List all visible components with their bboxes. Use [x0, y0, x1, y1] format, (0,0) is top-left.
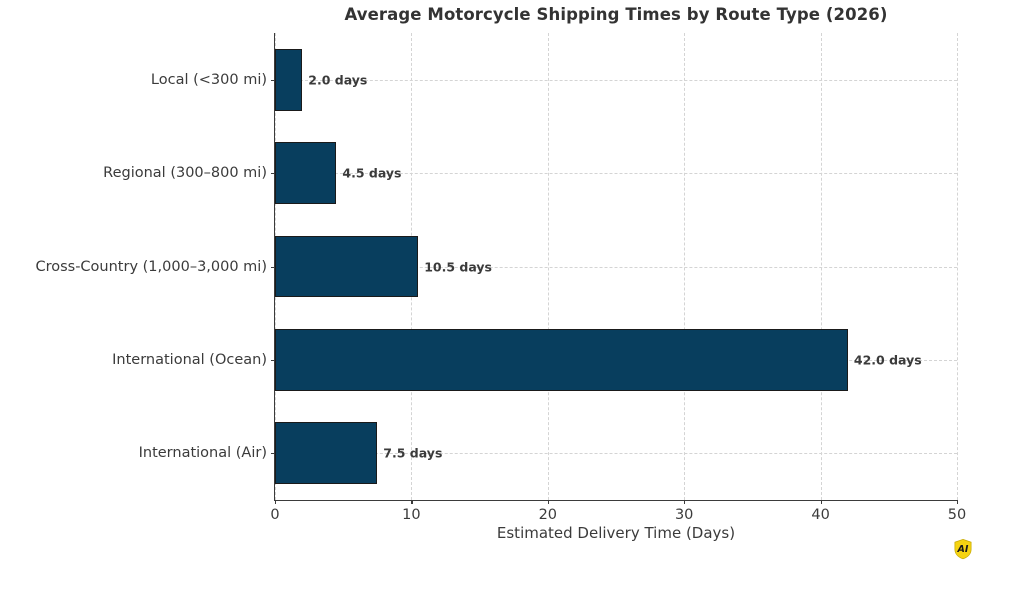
x-tick-label: 30 — [674, 507, 694, 523]
gridline-horizontal — [275, 453, 957, 455]
ai-shield-badge-icon: AI — [952, 537, 974, 561]
chart-title: Average Motorcycle Shipping Times by Rou… — [344, 5, 888, 24]
gridline-horizontal — [275, 79, 957, 81]
y-tick-label: International (Ocean) — [112, 351, 267, 368]
gridline-horizontal — [275, 173, 957, 175]
x-tick-mark — [957, 500, 959, 504]
x-axis-title: Estimated Delivery Time (Days) — [496, 524, 736, 542]
y-tick-label: International (Air) — [138, 445, 267, 462]
gridline-vertical — [957, 33, 958, 500]
bar[interactable] — [275, 142, 337, 204]
x-tick-mark — [820, 500, 822, 504]
bar-value-label: 2.0 days — [308, 72, 368, 88]
x-tick-mark — [547, 500, 549, 504]
x-tick-label: 50 — [947, 507, 967, 523]
y-tick-mark — [271, 173, 275, 175]
x-tick-label: 20 — [538, 507, 558, 523]
bar-value-label: 10.5 days — [424, 259, 492, 274]
y-tick-mark — [271, 79, 275, 81]
x-tick-mark — [684, 500, 686, 504]
y-tick-mark — [271, 266, 275, 268]
bar[interactable] — [275, 422, 378, 485]
x-tick-mark — [411, 500, 413, 504]
bar[interactable] — [275, 329, 848, 391]
svg-text:AI: AI — [957, 544, 969, 555]
y-tick-label: Regional (300–800 mi) — [103, 165, 267, 182]
y-tick-label: Local (<300 mi) — [150, 71, 267, 88]
gridline-horizontal — [275, 266, 957, 268]
x-axis-spine — [274, 499, 957, 501]
bar-value-label: 4.5 days — [342, 165, 402, 181]
bar[interactable] — [275, 235, 419, 298]
plot-area: 2.0 days 4.5 days 10.5 days 42.0 days 7.5 da… — [35, 33, 966, 523]
x-tick-label: 0 — [270, 507, 280, 523]
x-tick-mark — [275, 500, 277, 504]
x-tick-label: 10 — [402, 507, 421, 523]
bar-value-label: 42.0 days — [853, 352, 922, 368]
y-tick-mark — [271, 453, 275, 455]
bar[interactable] — [275, 48, 303, 111]
x-tick-label: 40 — [811, 507, 830, 523]
y-tick-label: Cross-Country (1,000–3,000 mi) — [35, 258, 267, 275]
bar-value-label: 7.5 days — [383, 445, 443, 461]
y-tick-mark — [271, 359, 275, 362]
